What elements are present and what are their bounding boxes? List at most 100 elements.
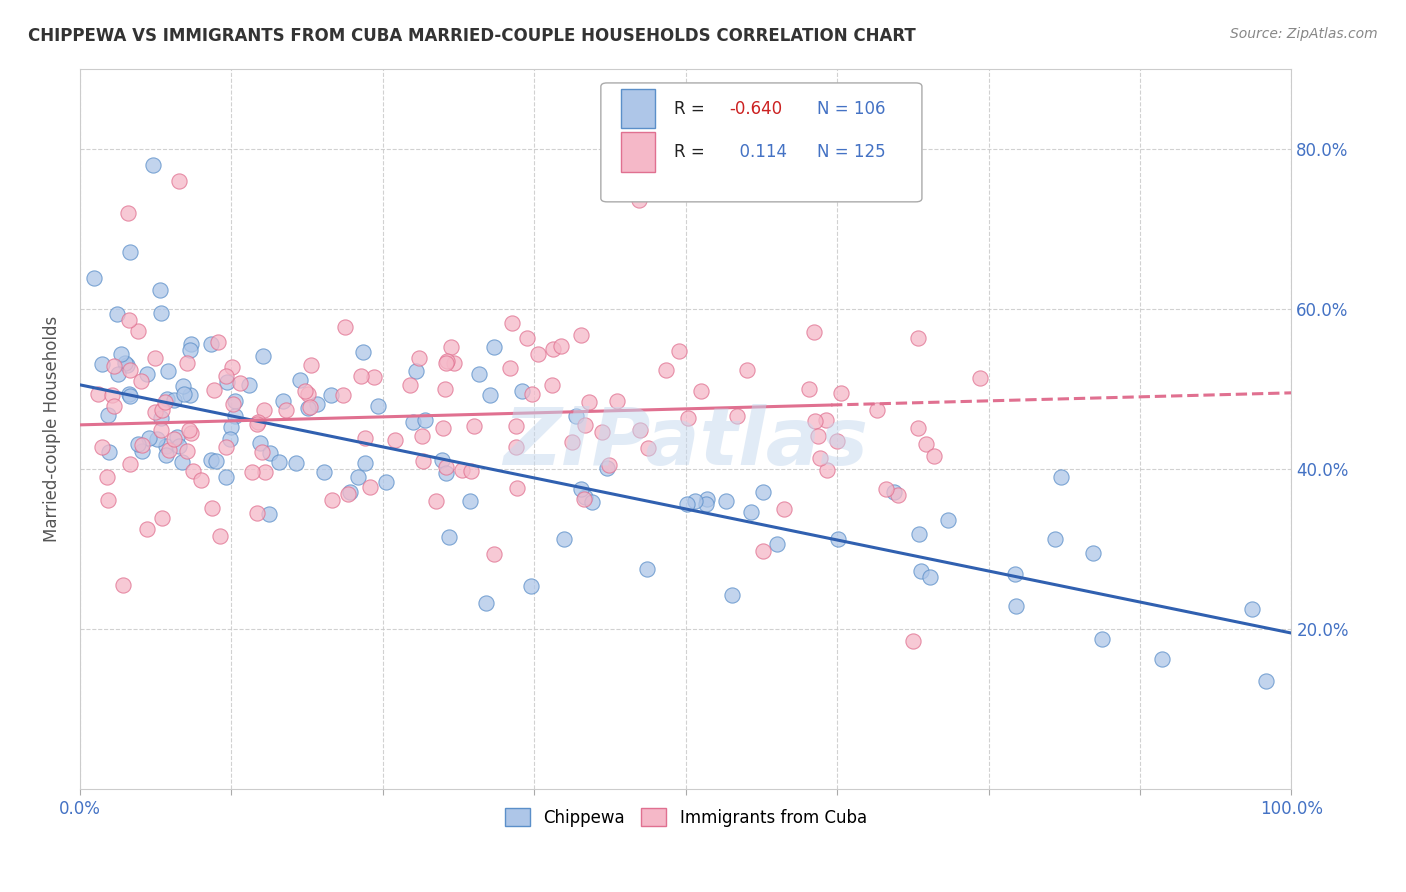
- Point: [578, 394, 600, 409]
- Point: [120, 389, 142, 403]
- Point: [367, 399, 389, 413]
- Text: 0.114: 0.114: [730, 143, 787, 161]
- Point: [201, 500, 224, 515]
- Point: [143, 351, 166, 366]
- Point: [690, 384, 713, 398]
- Point: [156, 392, 179, 406]
- Point: [103, 400, 125, 414]
- Point: [440, 340, 463, 354]
- Point: [443, 356, 465, 370]
- Point: [180, 337, 202, 351]
- Point: [668, 344, 690, 359]
- Point: [297, 401, 319, 416]
- Point: [152, 511, 174, 525]
- Text: N = 125: N = 125: [817, 143, 886, 161]
- Point: [969, 371, 991, 385]
- Point: [200, 453, 222, 467]
- Point: [505, 419, 527, 434]
- Point: [200, 336, 222, 351]
- Point: [1050, 470, 1073, 484]
- Point: [499, 360, 522, 375]
- Point: [565, 409, 588, 424]
- Point: [91, 357, 114, 371]
- Point: [915, 437, 938, 451]
- Point: [180, 426, 202, 441]
- Point: [450, 463, 472, 477]
- Point: [142, 158, 165, 172]
- Point: [737, 362, 759, 376]
- Point: [284, 456, 307, 470]
- Point: [569, 328, 592, 343]
- Point: [172, 454, 194, 468]
- Point: [405, 364, 427, 378]
- Point: [307, 397, 329, 411]
- Point: [240, 465, 263, 479]
- Point: [637, 441, 659, 455]
- Point: [808, 451, 831, 466]
- Point: [131, 438, 153, 452]
- Point: [149, 411, 172, 425]
- Point: [468, 367, 491, 381]
- Point: [1152, 652, 1174, 666]
- Point: [1004, 566, 1026, 581]
- Point: [173, 387, 195, 401]
- Point: [224, 409, 246, 424]
- Point: [131, 444, 153, 458]
- Point: [204, 454, 226, 468]
- Point: [1004, 599, 1026, 613]
- Point: [319, 388, 342, 402]
- Point: [636, 562, 658, 576]
- Point: [412, 453, 434, 467]
- Point: [294, 384, 316, 398]
- Point: [224, 394, 246, 409]
- Point: [413, 412, 436, 426]
- Point: [181, 464, 204, 478]
- Point: [253, 403, 276, 417]
- Point: [354, 456, 377, 470]
- Point: [516, 331, 538, 345]
- Point: [434, 382, 457, 396]
- Point: [298, 400, 321, 414]
- Point: [107, 367, 129, 381]
- Point: [353, 431, 375, 445]
- Point: [527, 346, 550, 360]
- Point: [118, 387, 141, 401]
- Point: [259, 446, 281, 460]
- Point: [460, 463, 482, 477]
- Text: R =: R =: [673, 143, 710, 161]
- Point: [172, 378, 194, 392]
- Point: [157, 364, 180, 378]
- Point: [752, 485, 775, 500]
- Point: [399, 378, 422, 392]
- FancyBboxPatch shape: [621, 132, 655, 171]
- Point: [458, 494, 481, 508]
- Point: [938, 512, 960, 526]
- Point: [434, 460, 457, 475]
- Point: [541, 342, 564, 356]
- Text: R =: R =: [673, 100, 710, 118]
- Legend: Chippewa, Immigrants from Cuba: Chippewa, Immigrants from Cuba: [496, 799, 875, 835]
- Point: [1091, 632, 1114, 647]
- Point: [166, 430, 188, 444]
- Point: [214, 440, 236, 454]
- Point: [815, 463, 838, 477]
- Point: [910, 564, 932, 578]
- Point: [218, 432, 240, 446]
- Point: [103, 359, 125, 373]
- Point: [432, 421, 454, 435]
- Point: [202, 383, 225, 397]
- Point: [252, 349, 274, 363]
- Text: N = 106: N = 106: [817, 100, 884, 118]
- Point: [347, 470, 370, 484]
- Point: [434, 356, 457, 370]
- Point: [98, 444, 121, 458]
- Point: [207, 335, 229, 350]
- Point: [138, 431, 160, 445]
- Point: [176, 444, 198, 458]
- Point: [332, 388, 354, 402]
- Point: [249, 436, 271, 450]
- Point: [215, 469, 238, 483]
- Point: [129, 374, 152, 388]
- Point: [591, 425, 613, 439]
- Point: [163, 432, 186, 446]
